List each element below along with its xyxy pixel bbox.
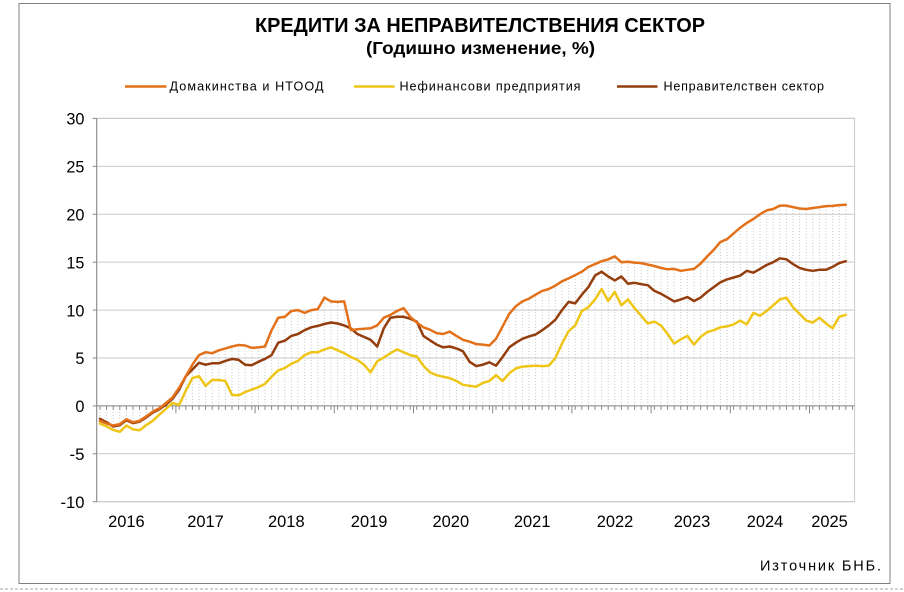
svg-text:2021: 2021 xyxy=(514,512,551,531)
svg-text:15: 15 xyxy=(66,253,84,272)
svg-text:(Годишно изменение, %): (Годишно изменение, %) xyxy=(366,38,595,58)
svg-text:5: 5 xyxy=(75,349,84,368)
svg-text:Нефинансови предприятия: Нефинансови предприятия xyxy=(400,80,581,94)
svg-text:30: 30 xyxy=(66,110,84,129)
svg-text:2019: 2019 xyxy=(351,512,388,531)
svg-text:20: 20 xyxy=(66,205,84,224)
svg-text:Неправителствен сектор: Неправителствен сектор xyxy=(664,80,825,94)
svg-text:25: 25 xyxy=(66,158,84,177)
svg-text:2017: 2017 xyxy=(187,512,224,531)
svg-text:2024: 2024 xyxy=(747,512,784,531)
svg-text:2023: 2023 xyxy=(674,512,711,531)
svg-text:-5: -5 xyxy=(70,445,85,464)
svg-text:Домакинства и НТООД: Домакинства и НТООД xyxy=(170,80,324,94)
svg-text:Източник БНБ.: Източник БНБ. xyxy=(760,559,881,575)
svg-text:10: 10 xyxy=(66,301,84,320)
svg-text:2016: 2016 xyxy=(108,512,145,531)
svg-text:2018: 2018 xyxy=(268,512,305,531)
svg-text:0: 0 xyxy=(75,397,84,416)
svg-text:2025: 2025 xyxy=(811,512,848,531)
svg-text:2022: 2022 xyxy=(597,512,634,531)
svg-text:КРЕДИТИ ЗА НЕПРАВИТЕЛСТВЕНИЯ: КРЕДИТИ ЗА НЕПРАВИТЕЛСТВЕНИЯ СЕКТОР xyxy=(255,14,705,37)
svg-text:2020: 2020 xyxy=(433,512,470,531)
svg-text:-10: -10 xyxy=(61,493,85,512)
